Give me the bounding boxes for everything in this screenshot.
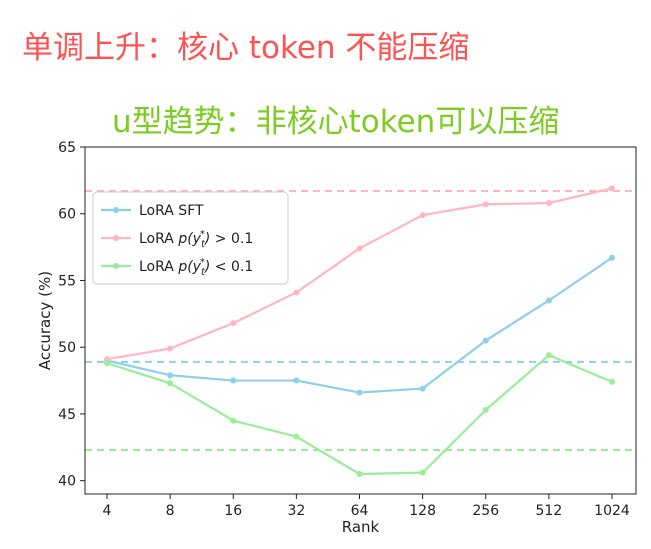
x-tick-label: 32	[287, 503, 305, 519]
legend-label: LoRA p(yt*) < 0.1	[139, 257, 253, 278]
baseline-lines	[85, 190, 636, 451]
y-tick-label: 50	[58, 340, 76, 356]
y-tick-label: 60	[58, 207, 76, 223]
x-axis-label: Rank	[342, 518, 380, 536]
legend-label: LoRA SFT	[139, 203, 204, 219]
annotation-monotonic-increase: 单调上升：核心 token 不能压缩	[22, 30, 470, 66]
y-tick-label: 65	[58, 140, 76, 156]
data-point	[167, 372, 174, 379]
data-point	[356, 389, 363, 396]
legend-marker	[113, 235, 119, 241]
data-point	[230, 320, 237, 327]
data-point	[482, 201, 489, 208]
data-point	[545, 200, 552, 207]
data-point	[167, 345, 174, 352]
x-tick-label: 16	[224, 503, 242, 519]
data-point	[356, 245, 363, 252]
x-tick-label: 512	[536, 503, 563, 519]
data-point	[545, 352, 552, 359]
data-point	[356, 470, 363, 477]
y-tick-label: 40	[58, 474, 76, 490]
data-point	[293, 433, 300, 440]
series-2	[104, 352, 615, 477]
series-layer	[104, 185, 615, 477]
data-point	[419, 212, 426, 219]
legend-marker	[113, 207, 119, 213]
x-tick-label: 1024	[594, 503, 630, 519]
series-1	[104, 185, 615, 363]
data-point	[104, 360, 110, 367]
legend-box	[92, 191, 289, 285]
y-axis-ticks: 40 45 50 55 60 65	[58, 140, 85, 490]
x-axis-ticks: 4 8 16 32 64 128 256 512 1024	[103, 494, 630, 519]
data-point	[609, 185, 615, 192]
data-point	[230, 377, 237, 384]
data-point	[293, 289, 300, 296]
y-tick-label: 45	[58, 407, 76, 423]
legend-label: LoRA p(yt*) > 0.1	[139, 229, 253, 250]
legend-entry: LoRA SFT	[101, 203, 204, 219]
data-point	[609, 254, 615, 261]
data-point	[293, 377, 300, 384]
annotation-u-shape-trend: u型趋势：非核心token可以压缩	[112, 104, 560, 140]
legend-entry: LoRA p(yt*) < 0.1	[101, 257, 253, 278]
legend: LoRA SFT LoRA p(yt*) > 0.1 LoRA p(yt*) < 0…	[92, 191, 289, 285]
x-tick-label: 4	[103, 503, 112, 519]
data-point	[482, 337, 489, 344]
x-tick-label: 256	[472, 503, 499, 519]
plot-frame	[84, 146, 637, 495]
data-point	[167, 380, 174, 387]
legend-marker	[113, 263, 119, 269]
x-tick-label: 8	[166, 503, 175, 519]
y-axis-label: Accuracy (%)	[36, 271, 54, 370]
series-line-2	[106, 353, 613, 476]
data-point	[609, 378, 615, 385]
legend-entry: LoRA p(yt*) > 0.1	[101, 229, 253, 250]
data-point	[419, 469, 426, 476]
series-0	[104, 254, 615, 396]
x-tick-label: 128	[409, 503, 436, 519]
data-point	[482, 406, 489, 413]
data-point	[230, 417, 237, 424]
y-tick-label: 55	[58, 273, 76, 289]
data-point	[419, 385, 426, 392]
x-tick-label: 64	[351, 503, 369, 519]
data-point	[545, 297, 552, 304]
